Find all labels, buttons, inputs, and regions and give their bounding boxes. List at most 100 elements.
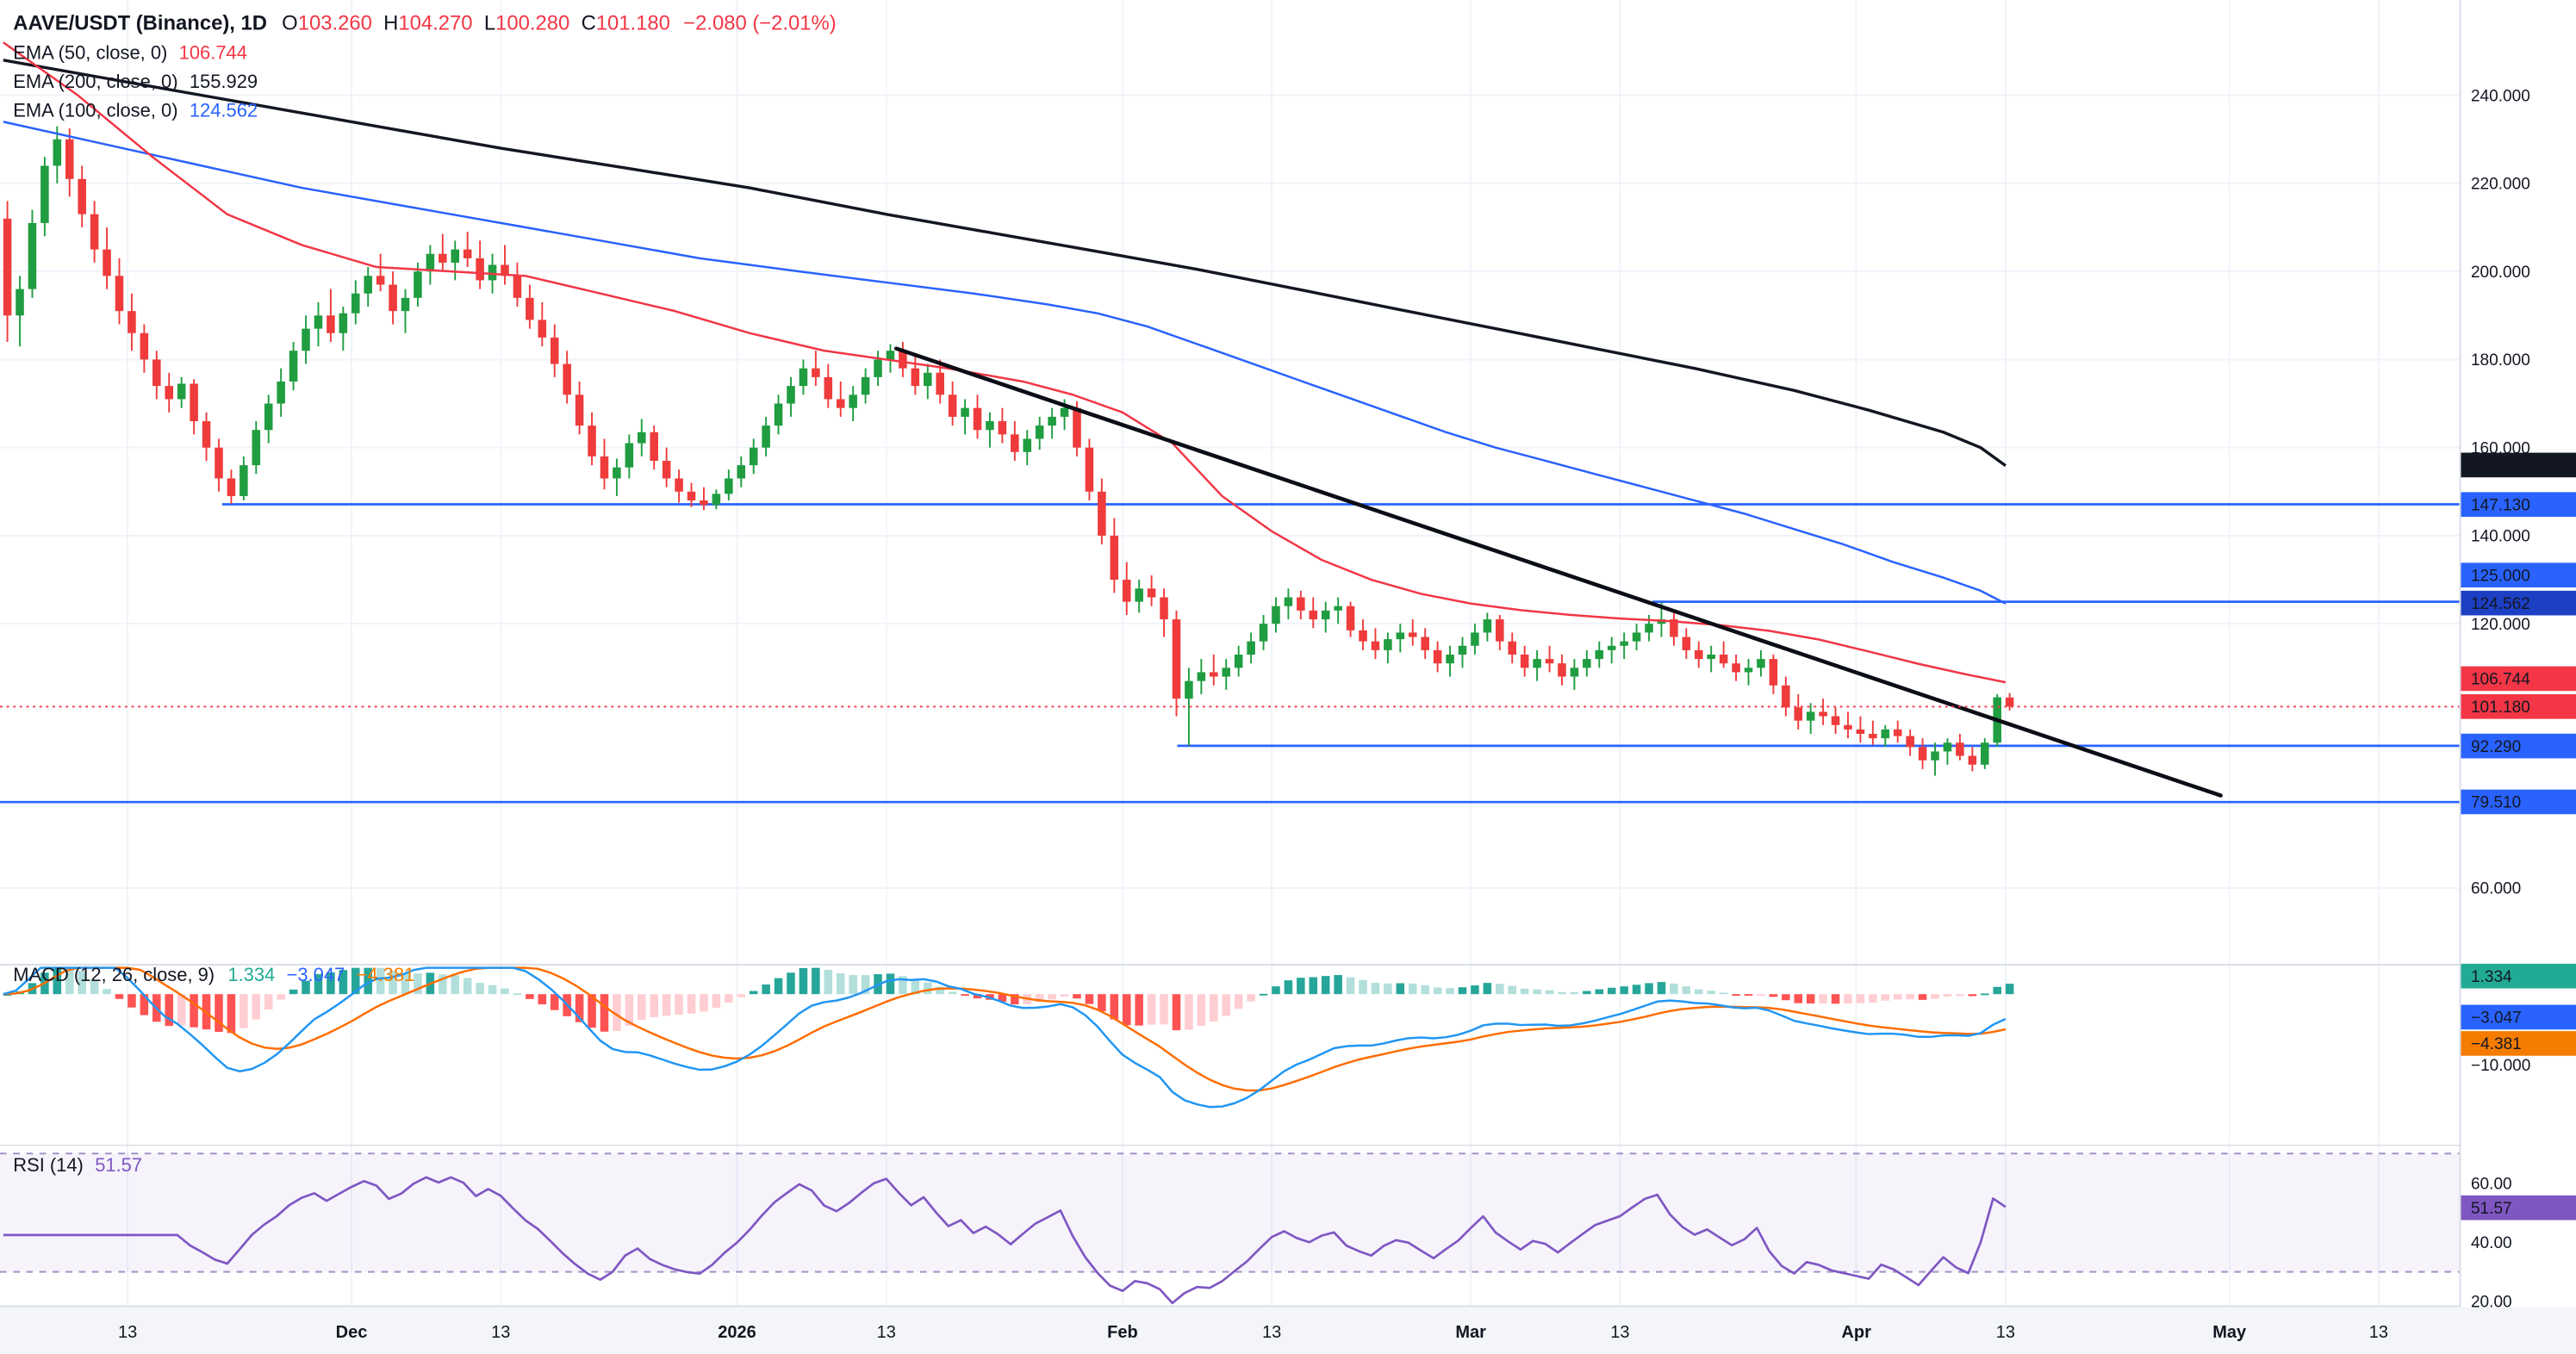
macd-histogram-bar [662, 994, 671, 1016]
macd-histogram-bar [389, 970, 397, 995]
macd-histogram-bar [1085, 994, 1094, 1004]
candle-body [115, 276, 124, 312]
axis-badge [2461, 452, 2576, 478]
macd-histogram-bar [1334, 975, 1342, 995]
macd-histogram-bar [1520, 988, 1529, 995]
macd-histogram-bar [351, 967, 360, 995]
candle-body [389, 284, 397, 312]
macd-line-value: −3.047 [287, 964, 345, 985]
macd-histogram-bar [812, 967, 820, 995]
change-value: −2.080 (−2.01%) [683, 11, 836, 34]
macd-histogram-bar [140, 994, 149, 1016]
candle-body [1545, 659, 1554, 664]
macd-histogram-bar [1222, 994, 1230, 1016]
candle-body [1073, 407, 1081, 448]
ema200-legend[interactable]: EMA (200, close, 0) 155.929 [13, 71, 258, 92]
candle-body [588, 425, 596, 457]
candle-body [1620, 641, 1628, 646]
trendline[interactable] [893, 346, 2223, 798]
candle-body [1359, 630, 1367, 642]
axis-badge-label: −3.047 [2471, 1009, 2522, 1028]
ema50-legend[interactable]: EMA (50, close, 0) 106.744 [13, 42, 247, 64]
macd-histogram-bar [1172, 994, 1181, 1031]
candle-body [1906, 736, 1914, 748]
macd-histogram-bar [1346, 977, 1355, 995]
macd-histogram-bar [1881, 994, 1890, 1001]
macd-histogram-bar [1806, 994, 1815, 1004]
candle-body [1371, 641, 1380, 650]
candle-body [1234, 654, 1243, 668]
candle-body [1408, 632, 1417, 637]
candle-body [675, 478, 683, 492]
macd-histogram-bar [924, 982, 932, 995]
candle-body [1570, 668, 1579, 677]
candle-body [1520, 654, 1529, 668]
candle-body [550, 337, 559, 364]
pane-separators[interactable] [0, 963, 2576, 1307]
macd-legend[interactable]: MACD (12, 26, close, 9) 1.334 −3.047 −4.381 [13, 964, 414, 985]
macd-histogram-bar [538, 994, 547, 1005]
ohlc-low-key: L [484, 11, 495, 34]
macd-histogram-bar [749, 991, 758, 995]
macd-histogram-bar [1657, 982, 1666, 995]
candle-body [700, 500, 708, 506]
time-axis[interactable]: 13 Dec 13 2026 13 Feb 13 Mar 13 Apr 13 May 13 [118, 1323, 2388, 1342]
macd-histogram-bar [1831, 994, 1840, 1004]
candle-body [538, 320, 547, 338]
candle-body [1558, 663, 1566, 677]
macd-histogram-bar [1297, 978, 1305, 995]
macd-histogram-bar [1893, 994, 1902, 1000]
macd-histogram-bar [1744, 994, 1753, 997]
time-axis-background[interactable] [0, 1307, 2576, 1354]
candle-body [1135, 588, 1143, 602]
macd-histogram-bar [911, 980, 920, 995]
macd-histogram-bar [376, 967, 385, 995]
ema200-label: EMA (200, close, 0) [13, 71, 177, 92]
horizontal-level-lines[interactable] [0, 503, 2460, 804]
candle-body [1011, 434, 1019, 452]
candle-body [812, 368, 820, 377]
rsi-legend[interactable]: RSI (14) 51.57 [13, 1154, 142, 1176]
macd-histogram-bar [53, 967, 62, 995]
candle-body [202, 420, 211, 448]
macd-histogram-bar [128, 994, 136, 1008]
macd-pane[interactable] [3, 966, 2014, 1109]
candle-body [314, 315, 323, 329]
macd-histogram-bar [240, 994, 248, 1028]
ohlc-open-value: 103.260 [298, 11, 372, 34]
macd-histogram-bar [600, 994, 609, 1032]
candle-body [1483, 619, 1492, 633]
candle-body [774, 403, 783, 426]
macd-histogram-bar [1819, 994, 1827, 1004]
ema100-legend[interactable]: EMA (100, close, 0) 124.562 [13, 99, 258, 121]
macd-histogram-bar [264, 994, 273, 1009]
price-axis[interactable]: 240.000220.000200.000180.000160.000140.0… [2471, 87, 2530, 1311]
axis-badge [2461, 1031, 2576, 1056]
macd-histogram-bar [314, 973, 323, 995]
time-axis-label: 13 [1996, 1323, 2015, 1342]
macd-histogram-bar [625, 994, 634, 1027]
gridlines [0, 0, 2460, 1307]
axis-badge [2461, 1195, 2576, 1220]
macd-histogram-bar [1595, 989, 1604, 995]
trendline-drawing[interactable] [893, 346, 2223, 798]
macd-histogram-bar [1943, 994, 1952, 997]
macd-histogram-bar [1247, 994, 1255, 1002]
macd-histogram-bar [90, 979, 99, 995]
candle-body [264, 403, 273, 431]
macd-histogram-bar [339, 970, 348, 995]
macd-histogram-bar [1508, 985, 1517, 995]
symbol-legend[interactable]: AAVE/USDT (Binance), 1D O103.260 H104.270 L… [13, 11, 836, 34]
candle-body [836, 399, 845, 408]
candle-body [152, 359, 161, 387]
macd-histogram-bar [513, 993, 522, 996]
candle-body [1309, 610, 1318, 620]
candle-body [1210, 672, 1218, 677]
rsi-pane[interactable] [0, 1152, 2460, 1305]
candle-body [638, 432, 646, 444]
candle-body [948, 394, 957, 417]
ohlc-close-value: 101.180 [596, 11, 670, 34]
macd-histogram-bar [252, 994, 261, 1020]
